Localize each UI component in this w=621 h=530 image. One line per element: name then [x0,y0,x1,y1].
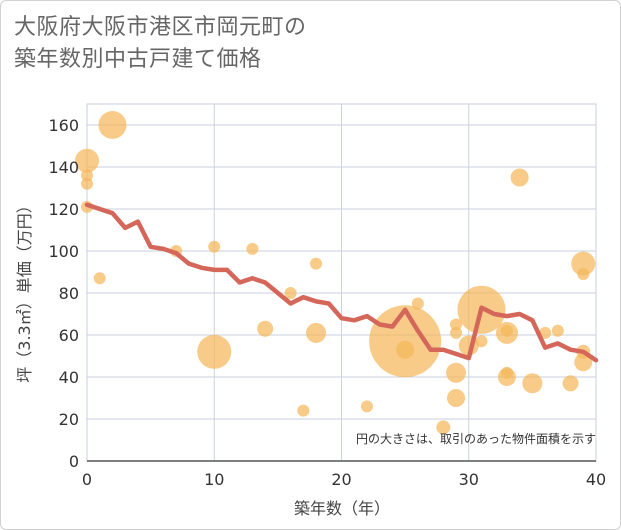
bubble-11 [284,287,297,299]
bubble-12 [297,404,310,417]
y-tick-label-2: 40 [59,368,79,387]
chart-title-line-2: 築年数別中古戸建て価格 [14,47,262,72]
bubble-32 [522,373,543,394]
bubble-2 [81,177,93,190]
x-axis-label: 築年数（年） [294,499,390,518]
bubble-26 [475,335,488,348]
bubble-14 [306,322,327,343]
bubble-15 [360,400,373,413]
bubble-21 [450,326,463,339]
y-tick-label-5: 100 [48,242,79,261]
y-tick-label-3: 60 [59,326,79,345]
bubble-19 [436,420,451,435]
x-tick-label-4: 40 [586,470,606,489]
bubble-28 [500,324,513,337]
trend-line [84,202,599,363]
bubble-20 [450,318,463,331]
bubble-35 [562,375,579,392]
bubble-8 [208,240,221,253]
bubble-31 [510,168,529,187]
y-tick-label-8: 160 [48,116,79,135]
x-tick-label-3: 30 [459,470,479,489]
y-tick-label-4: 80 [59,284,79,303]
bubble-30 [497,368,516,386]
bubble-23 [447,389,466,407]
grid-layer [86,103,597,462]
bubble-4 [93,272,106,285]
bubble-10 [257,320,274,337]
y-axis-label: 坪（3.3㎡）単価（万円） [15,197,34,382]
bubble-17 [396,340,415,359]
trend-layer [84,202,599,363]
y-tick-label-1: 20 [59,410,79,429]
bubble-34 [551,324,564,337]
bubble-13 [310,257,323,270]
bubble-7 [197,334,232,369]
bubble-0 [75,148,99,173]
bubble-1 [81,169,93,182]
bubble-9 [246,242,259,255]
size-note: 円の大きさは、取引のあった物件面積を示す [356,431,596,446]
y-tick-label-6: 120 [48,200,79,219]
x-tick-label-1: 10 [204,470,224,489]
y-tick-label-7: 140 [48,158,79,177]
bubble-18 [411,297,424,310]
bubble-39 [574,353,593,372]
chart-title-line-1: 大阪府大阪市港区市岡元町の [14,15,307,40]
x-tick-label-2: 20 [331,470,351,489]
x-tick-label-0: 0 [82,470,92,489]
bubble-5 [98,111,127,139]
bubble-37 [577,268,590,281]
tick-layer: 0 20 40 60 80 100 120 140 160 0 10 20 30 40 [48,116,606,489]
bubble-layer [75,111,596,435]
bubble-36 [571,251,596,276]
chart-title: 大阪府大阪市港区市岡元町の 築年数別中古戸建て価格 [14,12,307,76]
y-tick-label-0: 0 [69,452,79,471]
bubble-22 [446,362,467,383]
